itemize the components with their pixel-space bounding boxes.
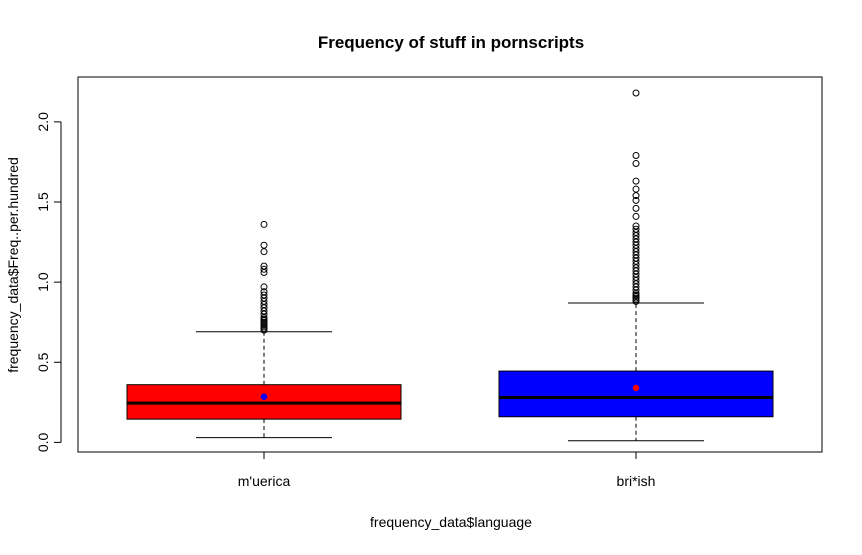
y-tick-label: 0.0	[35, 432, 51, 452]
outlier-point	[632, 204, 640, 212]
x-axis-label: frequency_data$language	[370, 514, 532, 530]
outlier-point	[632, 89, 640, 97]
mean-point	[632, 384, 640, 392]
outlier-point	[632, 222, 640, 230]
x-axis: m'uerica bri*ish	[238, 451, 656, 489]
y-axis-label: frequency_data$Freq..per.hundred	[5, 157, 21, 373]
outlier-point	[260, 220, 268, 228]
outlier-point	[260, 241, 268, 249]
mean-point	[260, 393, 268, 400]
chart-title: Frequency of stuff in pornscripts	[318, 33, 584, 52]
outlier-point	[260, 288, 268, 296]
y-tick-label: 2.0	[35, 112, 51, 132]
y-axis: 0.0 0.5 1.0 1.5 2.0	[35, 112, 62, 452]
outlier-point	[260, 248, 268, 256]
box-group	[126, 220, 402, 439]
outlier-point	[632, 196, 640, 204]
boxplot-groups	[126, 89, 774, 442]
y-tick-label: 0.5	[35, 352, 51, 372]
box-iqr	[498, 370, 774, 418]
outlier-point	[632, 212, 640, 220]
outlier-point	[260, 291, 268, 299]
outlier-point	[632, 225, 640, 233]
outlier-point	[260, 265, 268, 273]
outlier-point	[632, 152, 640, 160]
outlier-point	[260, 283, 268, 291]
outlier-point	[632, 177, 640, 185]
outlier-point	[260, 262, 268, 270]
outlier-point	[632, 160, 640, 168]
box-group	[498, 89, 774, 442]
y-tick-label: 1.0	[35, 272, 51, 292]
outlier-point	[632, 185, 640, 193]
x-tick-label: m'uerica	[238, 473, 291, 489]
x-tick-label: bri*ish	[617, 473, 656, 489]
y-tick-label: 1.5	[35, 192, 51, 212]
